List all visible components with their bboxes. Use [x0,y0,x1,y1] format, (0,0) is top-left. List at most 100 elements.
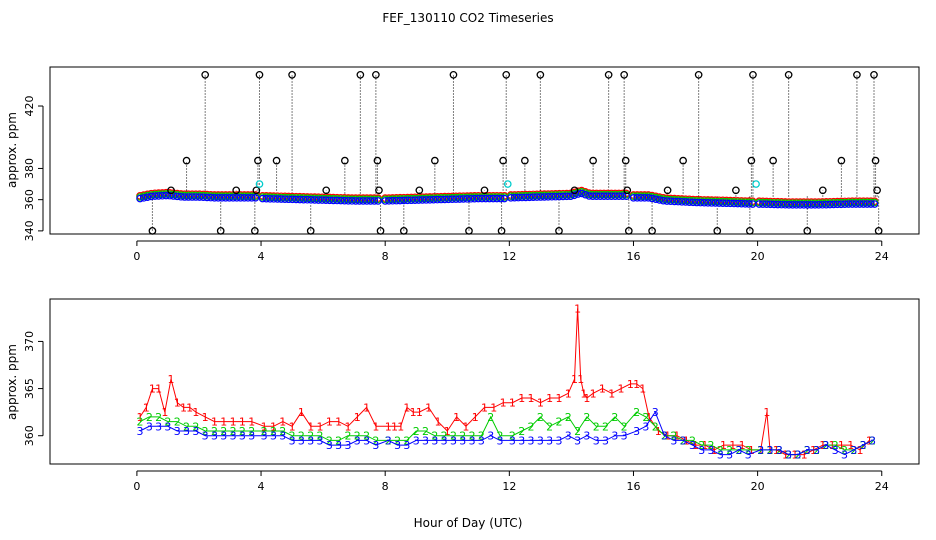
series-marker-2: 2 [621,420,628,433]
series-marker-1: 1 [819,439,826,452]
series-marker-2: 2 [344,430,351,443]
series-marker-2: 2 [593,420,600,433]
blue-point [826,200,834,209]
x-tick-label: 12 [502,250,516,263]
series-marker-1: 1 [490,401,497,414]
blue-point [633,193,641,202]
series-marker-2: 2 [137,416,144,429]
black-point [399,227,408,235]
blue-point [370,197,379,205]
blue-point [459,195,468,203]
series-marker-3: 3 [680,434,687,447]
series-marker-1: 1 [546,392,553,405]
series-marker-2: 2 [146,411,153,424]
series-marker-1: 1 [403,401,410,414]
blue-point [426,195,434,204]
black-point [679,156,687,165]
blue-point [867,200,875,208]
series-marker-3: 3 [155,420,162,433]
black-point [449,70,458,79]
black-point [746,227,754,235]
blue-point [525,193,534,202]
series-marker-2: 2 [574,425,581,438]
series-marker-3: 3 [633,425,640,438]
blue-point [566,192,575,201]
series-marker-3: 3 [317,434,324,447]
series-marker-2: 2 [611,411,618,424]
x-tick-label: 20 [751,250,765,263]
blue-point [180,193,189,201]
blue-point [704,198,712,207]
blue-point [719,199,727,207]
series-marker-3: 3 [239,430,246,443]
blue-point [859,200,868,208]
series-marker-1: 1 [655,425,662,438]
blue-point [562,192,571,201]
blue-point [403,196,412,205]
series-marker-3: 3 [745,449,752,462]
black-point [648,227,656,235]
series-marker-1: 1 [829,439,836,452]
blue-point [210,193,219,202]
black-point [874,227,883,235]
blue-point [333,196,341,205]
series-marker-2: 2 [431,430,438,443]
blue-point [737,199,746,208]
series-marker-3: 3 [621,430,628,443]
blue-point [807,201,816,209]
series-marker-1: 1 [289,420,296,433]
blue-point [296,195,304,204]
series-marker-2: 2 [841,444,848,457]
blue-point [214,193,223,202]
series-marker-2: 2 [164,416,171,429]
series-marker-1: 1 [192,406,199,419]
blue-point [400,196,408,205]
black-point [322,186,331,195]
series-marker-2: 2 [726,444,733,457]
series-marker-3: 3 [602,434,609,447]
series-marker-3: 3 [555,434,562,447]
series-marker-1: 1 [453,411,460,424]
series-marker-1: 1 [857,444,864,457]
black-point [167,186,175,195]
series-marker-3: 3 [326,439,333,452]
blue-point [788,201,797,209]
blue-point [277,195,286,203]
black-point [853,70,861,79]
series-marker-3: 3 [537,434,544,447]
series-marker-2: 2 [832,439,839,452]
x-tick-label: 0 [133,250,140,263]
blue-point [715,199,723,207]
series-marker-1: 1 [763,406,770,419]
black-point [182,156,191,165]
series-marker-1: 1 [509,397,516,410]
blue-point [188,193,196,201]
blue-point [481,194,490,203]
series-marker-3: 3 [248,430,255,443]
series-marker-3: 3 [518,434,525,447]
series-marker-1: 1 [397,420,404,433]
series-marker-3: 3 [230,430,237,443]
blue-point [322,196,330,205]
series-marker-1: 1 [577,373,584,386]
black-point [372,70,380,79]
blue-point [730,199,738,208]
blue-point [663,197,671,205]
series-marker-3: 3 [583,430,590,443]
blue-point [707,199,716,207]
series-marker-3: 3 [146,420,153,433]
cyan-point [255,180,264,188]
series-marker-2: 2 [372,434,379,447]
series-marker-3: 3 [726,449,733,462]
series-marker-2: 2 [289,430,296,443]
blue-point [637,193,645,202]
series-marker-3: 3 [767,444,774,457]
series-marker-3: 3 [661,430,668,443]
blue-point [792,201,801,209]
blue-point [158,191,167,200]
series-marker-3: 3 [403,439,410,452]
x-tick-label: 4 [258,480,265,493]
x-tick-label: 8 [382,250,389,263]
blue-point [870,200,879,208]
